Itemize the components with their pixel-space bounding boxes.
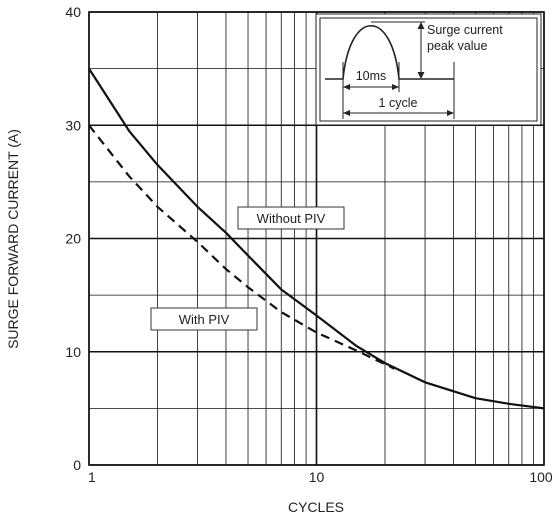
tick-labels: 0 10 20 30 40 1 10 100 (65, 4, 552, 485)
x-tick-label: 1 (88, 469, 96, 485)
inset-pulse-curve (325, 24, 454, 80)
plot-frame (88, 11, 545, 466)
x-axis-title: CYCLES (288, 499, 344, 515)
x-tick-label: 10 (309, 469, 325, 485)
y-tick-label: 40 (65, 4, 81, 20)
label-without-piv-text: Without PIV (257, 211, 326, 226)
inset-waveform: Surge current peak value 10ms 1 cycle (315, 13, 542, 126)
y-tick-label: 20 (65, 231, 81, 247)
inset-pulse-label: 10ms (356, 69, 387, 83)
y-axis-title: SURGE FORWARD CURRENT (A) (5, 129, 21, 349)
inset-peak-label-2: peak value (427, 39, 488, 53)
inset-peak-label-1: Surge current (427, 23, 503, 37)
series-layer (88, 68, 545, 410)
y-tick-label: 30 (65, 117, 81, 133)
inset-cycle-label: 1 cycle (379, 96, 418, 110)
x-tick-label: 100 (529, 469, 553, 485)
y-tick-label: 0 (73, 457, 81, 473)
label-with-piv: With PIV (150, 307, 258, 331)
y-tick-label: 10 (65, 344, 81, 360)
series-line-without-piv (88, 68, 545, 410)
series-line-with-piv (88, 124, 395, 370)
label-with-piv-text: With PIV (179, 312, 230, 327)
label-without-piv: Without PIV (237, 206, 345, 230)
